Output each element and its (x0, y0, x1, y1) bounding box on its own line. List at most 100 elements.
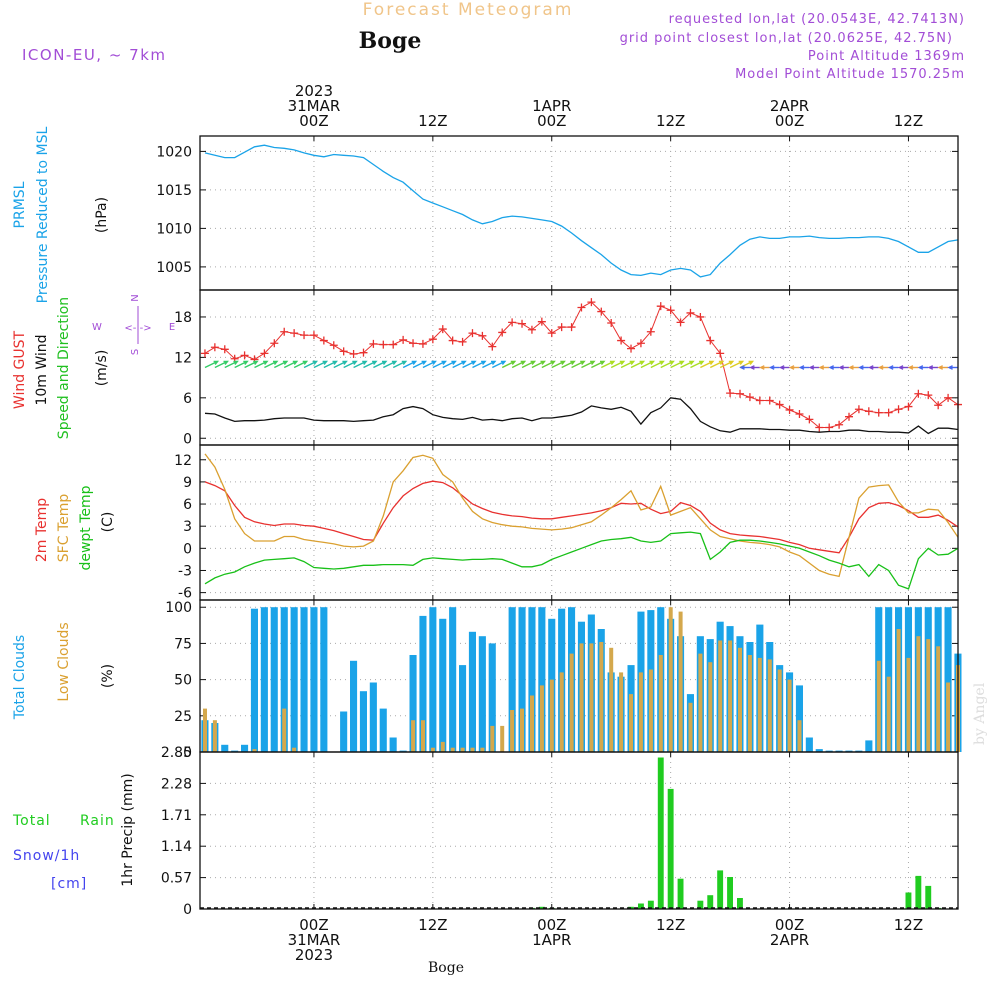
gust-point (934, 401, 943, 410)
gust-point (845, 412, 854, 421)
gust-point (904, 402, 913, 411)
low-clouds-bar (599, 642, 604, 752)
wind-direction-arrowhead (391, 360, 398, 365)
wind-direction-arrow (392, 360, 407, 369)
requested-coords: requested lon,lat (20.0543E, 42.7413N) (669, 12, 965, 27)
wind-direction-arrowhead (728, 360, 735, 365)
gust-point (775, 400, 784, 409)
precip-bar (905, 892, 912, 909)
wind-direction-arrowhead (848, 365, 854, 370)
wind-direction-arrowhead (619, 360, 626, 365)
low-clouds-bar (440, 741, 445, 752)
wind-direction-arrow (640, 360, 654, 369)
top-time-label: 2023 (295, 82, 333, 100)
wind-direction-arrow (462, 360, 476, 369)
wind-direction-arrowhead (491, 360, 497, 365)
total-clouds-bar (478, 636, 486, 752)
total-clouds-bar (429, 607, 437, 752)
gust-point (498, 328, 507, 337)
wind-unit-label: (m/s) (94, 350, 110, 387)
precip-bar (717, 870, 724, 909)
gust-point (864, 407, 873, 416)
wind-line (204, 397, 959, 435)
wind-direction-arrowhead (828, 365, 834, 370)
compass-n: N (130, 294, 141, 301)
precip-bar (677, 878, 684, 909)
low-clouds-bar (886, 676, 891, 752)
gust-point (418, 339, 427, 348)
bottom-time-label: 2APR (770, 931, 809, 949)
wind-direction-arrowhead (530, 360, 537, 365)
gust-point (488, 342, 497, 351)
low-clouds-bar (619, 672, 624, 752)
gust-point (359, 348, 368, 357)
wind-ytick-label: 6 (183, 391, 192, 407)
wind-direction-arrowhead (937, 365, 943, 370)
wind-direction-arrowhead (302, 360, 309, 365)
low-clouds-bar (411, 720, 416, 752)
bottom-time-label: 00Z (775, 916, 804, 934)
wind-direction-arrowhead (223, 360, 229, 365)
top-time-label: 12Z (418, 112, 447, 130)
low-clouds-bar (906, 657, 911, 752)
total-clouds-bar (359, 691, 367, 752)
gust-point (379, 340, 388, 349)
top-time-label: 2APR (770, 97, 809, 115)
total-clouds-bar (468, 631, 476, 752)
gust-point (646, 327, 655, 336)
snow-unit-label: [cm] (51, 876, 87, 892)
dewpt-line (204, 531, 959, 590)
gust-point (785, 405, 794, 414)
gust-point (508, 318, 517, 327)
dewpt-label: dewpt Temp (78, 485, 94, 570)
low-clouds-bar (638, 672, 643, 752)
precip-bar (737, 898, 743, 909)
low-clouds-bar (549, 679, 554, 752)
bottom-time-label: 2023 (295, 946, 333, 964)
wind-direction-arrow (501, 360, 516, 369)
wind-direction-arrow (482, 360, 496, 369)
top-time-label: 1APR (532, 97, 571, 115)
gust-point (537, 317, 546, 326)
total-clouds-label: Total Clouds (12, 635, 28, 720)
gust-point (726, 389, 735, 398)
top-time-label: 00Z (537, 112, 566, 130)
low-clouds-label: Low Clouds (56, 622, 72, 701)
gust-point (428, 335, 437, 344)
gust-point (577, 303, 586, 312)
top-time-label: 12Z (656, 112, 685, 130)
gust-point (676, 318, 685, 327)
gust-point (547, 329, 556, 338)
wind-direction-arrow (373, 360, 387, 369)
top-time-label: 00Z (775, 112, 804, 130)
model-label: ICON-EU, ~ 7km (22, 46, 167, 64)
wind-direction-arrowhead (431, 360, 437, 365)
wind-direction-arrow (680, 360, 694, 369)
precip-unit-label: 1hr Precip (mm) (120, 773, 136, 886)
total-clouds-bar (290, 607, 298, 752)
precip-panel-frame (199, 751, 959, 910)
precip-ytick-label: 0.57 (161, 871, 192, 887)
low-clouds-bar (747, 655, 752, 752)
low-clouds-bar (629, 694, 633, 752)
tsfc-line (204, 453, 959, 578)
gust-point (339, 347, 348, 356)
wind-direction-arrowhead (798, 365, 805, 370)
gust-point (636, 339, 645, 348)
wind-direction-arrow (333, 360, 347, 369)
wind-ytick-label: 12 (174, 350, 192, 366)
gust-point (567, 323, 576, 332)
low-clouds-bar (926, 639, 931, 752)
temp-ytick-label: 9 (183, 475, 192, 491)
gust-point (805, 415, 814, 424)
bottom-time-label: 12Z (894, 916, 923, 934)
low-clouds-bar (569, 653, 574, 752)
total-clouds-bar (944, 607, 952, 752)
gust-point (607, 319, 616, 328)
low-clouds-bar (767, 659, 772, 752)
wind-direction-arrowhead (441, 360, 447, 365)
wind-direction-arrowhead (788, 365, 795, 370)
wind-direction-arrow (303, 360, 317, 369)
total-clouds-bar (805, 737, 813, 752)
total-clouds-bar (835, 750, 843, 752)
